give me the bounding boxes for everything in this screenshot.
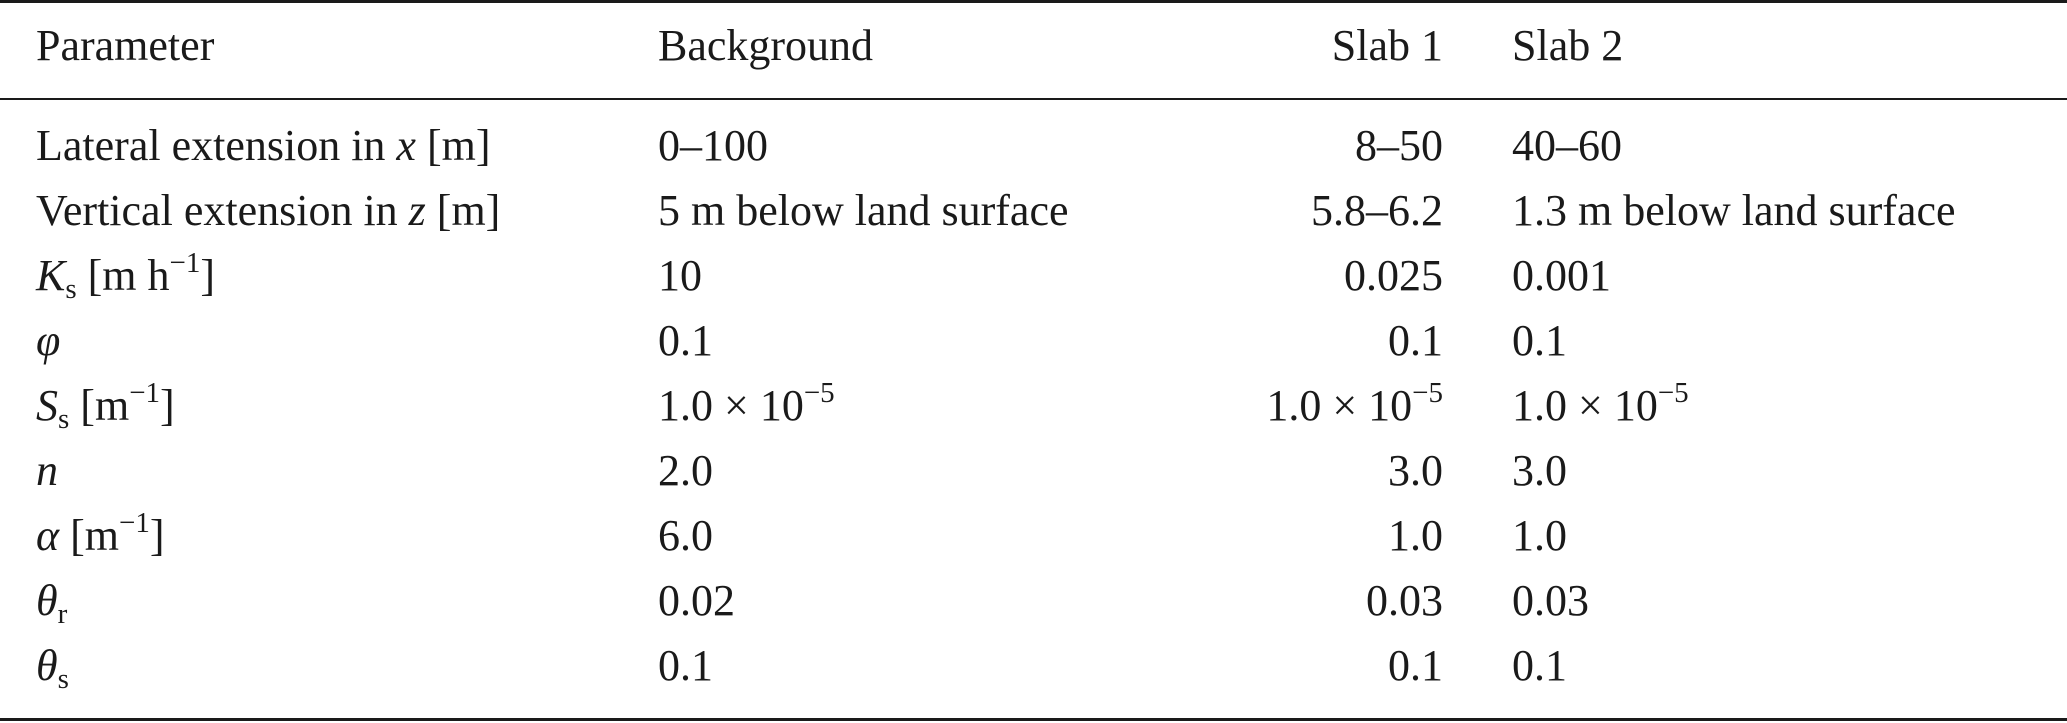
- background-cell: 2.0: [658, 446, 713, 495]
- background-cell: 10: [658, 251, 702, 300]
- slab2-cell: 40–60: [1512, 121, 1622, 170]
- table-row: φ 0.1 0.1 0.1: [0, 311, 2067, 371]
- background-cell: 0.1: [658, 641, 713, 690]
- table-header-row: Parameter Background Slab 1 Slab 2: [0, 16, 2067, 76]
- background-cell: 1.0 × 10−5: [658, 377, 835, 431]
- slab1-cell: 1.0 × 10−5: [1266, 377, 1443, 431]
- background-cell: 0–100: [658, 121, 768, 170]
- slab2-cell: 0.001: [1512, 251, 1611, 300]
- slab1-cell: 5.8–6.2: [1311, 186, 1443, 235]
- table-row: α [m−1] 6.0 1.0 1.0: [0, 506, 2067, 566]
- slab2-cell: 1.3 m below land surface: [1512, 186, 1956, 235]
- table-row: n 2.0 3.0 3.0: [0, 441, 2067, 501]
- slab2-cell: 0.1: [1512, 641, 1567, 690]
- param-cell: Lateral extension in x [m]: [36, 121, 491, 170]
- table-bottom-rule: [0, 718, 2067, 721]
- table-row: Vertical extension in z [m] 5 m below la…: [0, 181, 2067, 241]
- param-cell: θs: [36, 641, 69, 695]
- table-top-rule: [0, 0, 2067, 3]
- slab1-cell: 0.03: [1366, 576, 1443, 625]
- param-cell: θr: [36, 576, 68, 630]
- background-cell: 0.02: [658, 576, 735, 625]
- slab1-cell: 1.0: [1388, 511, 1443, 560]
- background-cell: 6.0: [658, 511, 713, 560]
- table-row: Ks [m h−1] 10 0.025 0.001: [0, 246, 2067, 306]
- table-row: θs 0.1 0.1 0.1: [0, 636, 2067, 696]
- background-cell: 0.1: [658, 316, 713, 365]
- header-background: Background: [658, 21, 874, 70]
- slab2-cell: 3.0: [1512, 446, 1567, 495]
- param-cell: α [m−1]: [36, 507, 165, 561]
- param-cell: φ: [36, 316, 61, 365]
- slab2-cell: 1.0 × 10−5: [1512, 377, 1689, 431]
- slab1-cell: 8–50: [1355, 121, 1443, 170]
- slab1-cell: 0.1: [1388, 316, 1443, 365]
- table-row: θr 0.02 0.03 0.03: [0, 571, 2067, 631]
- table-row: Ss [m−1] 1.0 × 10−5 1.0 × 10−5 1.0 × 10−…: [0, 376, 2067, 436]
- slab2-cell: 0.03: [1512, 576, 1589, 625]
- table-header-rule: [0, 98, 2067, 100]
- param-cell: n: [36, 446, 58, 495]
- slab1-cell: 3.0: [1388, 446, 1443, 495]
- slab2-cell: 1.0: [1512, 511, 1567, 560]
- header-slab-1: Slab 1: [1331, 21, 1443, 70]
- background-cell: 5 m below land surface: [658, 186, 1069, 235]
- param-cell: Vertical extension in z [m]: [36, 186, 501, 235]
- slab2-cell: 0.1: [1512, 316, 1567, 365]
- slab1-cell: 0.1: [1388, 641, 1443, 690]
- table-row: Lateral extension in x [m] 0–100 8–50 40…: [0, 116, 2067, 176]
- param-cell: Ss [m−1]: [36, 377, 175, 435]
- slab1-cell: 0.025: [1344, 251, 1443, 300]
- header-parameter: Parameter: [36, 21, 215, 70]
- param-cell: Ks [m h−1]: [36, 247, 216, 305]
- header-slab-2: Slab 2: [1512, 21, 1624, 70]
